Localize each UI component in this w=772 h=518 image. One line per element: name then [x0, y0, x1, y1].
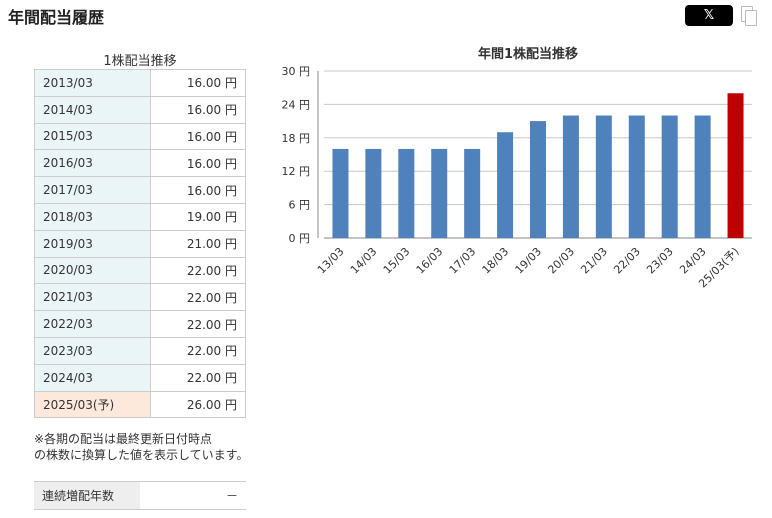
- y-tick-label: 0 円: [289, 232, 311, 245]
- dividend-table-caption: 1株配当推移: [103, 54, 177, 69]
- period-cell: 2018/03: [34, 202, 151, 231]
- y-tick-label: 6 円: [289, 199, 311, 212]
- period-cell: 2015/03: [34, 122, 151, 151]
- period-cell: 2014/03: [34, 95, 151, 124]
- x-tick-label: 20/03: [545, 245, 577, 277]
- x-tick-label: 22/03: [611, 245, 643, 277]
- dividend-cell: 16.00 円: [150, 149, 246, 178]
- y-tick-label: 24 円: [282, 98, 311, 111]
- bar: [464, 148, 481, 238]
- chart-title: 年間1株配当推移: [478, 46, 578, 62]
- x-tick-label: 24/03: [677, 245, 709, 277]
- table-row: 2017/03 16.00 円: [34, 176, 246, 204]
- bar: [398, 148, 415, 238]
- y-tick-label: 30 円: [282, 65, 311, 78]
- table-row: 2014/03 16.00 円: [34, 95, 246, 124]
- x-tick-label: 16/03: [414, 245, 446, 277]
- dividend-chart: 年間1株配当推移 0 円 6 円 12 円 18 円 24 円 30 円 13/03 14/03…: [260, 40, 760, 300]
- period-cell: 2022/03: [34, 310, 151, 338]
- period-cell: 2017/03: [34, 176, 151, 204]
- x-tick-label: 13/03: [315, 245, 347, 277]
- dividend-cell: 21.00 円: [150, 229, 246, 258]
- dividend-cell: 22.00 円: [150, 256, 246, 285]
- copy-icon-front: [745, 10, 757, 26]
- dividend-cell: 22.00 円: [150, 283, 246, 312]
- dividend-cell: 22.00 円: [150, 336, 246, 365]
- streak-label: 連続増配年数: [34, 481, 140, 510]
- table-row: 2021/03 22.00 円: [34, 283, 246, 312]
- bar: [530, 121, 546, 238]
- dividend-note: ※各期の配当は最終更新日付時点 の株数に換算した値を表示しています。: [34, 431, 274, 463]
- bar-forecast: [727, 93, 744, 238]
- period-cell: 2019/03: [34, 229, 151, 258]
- dividend-cell: 16.00 円: [150, 69, 246, 97]
- bar: [332, 148, 349, 238]
- page-title: 年間配当履歴: [8, 8, 105, 27]
- period-cell: 2016/03: [34, 149, 151, 178]
- x-tick-label: 15/03: [381, 245, 413, 277]
- streak-row: 連続増配年数 －: [34, 481, 246, 510]
- table-row: 2022/03 22.00 円: [34, 310, 246, 338]
- dividend-cell: 26.00 円: [150, 390, 246, 419]
- period-cell: 2013/03: [34, 69, 151, 97]
- bar: [661, 115, 678, 238]
- period-cell: 2020/03: [34, 256, 151, 285]
- table-row: 2016/03 16.00 円: [34, 149, 246, 178]
- table-row: 2018/03 19.00 円: [34, 202, 246, 231]
- dividend-note-line1: ※各期の配当は最終更新日付時点: [34, 432, 213, 446]
- x-tick-label: 17/03: [447, 245, 479, 277]
- y-tick-label: 12 円: [282, 165, 311, 178]
- dividend-chart-svg: 年間1株配当推移 0 円 6 円 12 円 18 円 24 円 30 円 13/03 14/03…: [282, 46, 752, 290]
- dividend-cell: 19.00 円: [150, 202, 246, 231]
- streak-table: 連続増配年数 －: [34, 481, 246, 510]
- table-row: 2020/03 22.00 円: [34, 256, 246, 285]
- bar: [365, 148, 382, 238]
- bar: [497, 132, 514, 238]
- dividend-cell: 16.00 円: [150, 176, 246, 204]
- dividend-cell: 16.00 円: [150, 95, 246, 124]
- table-row: 2019/03 21.00 円: [34, 229, 246, 258]
- bar: [628, 115, 645, 238]
- table-row: 2024/03 22.00 円: [34, 363, 246, 392]
- x-tick-label: 18/03: [480, 245, 512, 277]
- x-tick-label: 19/03: [513, 245, 545, 277]
- x-tick-label: 23/03: [644, 245, 676, 277]
- bar: [694, 115, 711, 238]
- x-tick-label: 14/03: [348, 245, 380, 277]
- table-row: 2025/03(予) 26.00 円: [34, 390, 246, 419]
- y-tick-label: 18 円: [282, 132, 311, 145]
- bar: [431, 148, 448, 238]
- bar: [562, 115, 579, 238]
- x-tick-label: 21/03: [578, 245, 610, 277]
- table-row: 2015/03 16.00 円: [34, 122, 246, 151]
- dividend-cell: 22.00 円: [150, 363, 246, 392]
- copy-icon[interactable]: [741, 6, 757, 26]
- period-cell: 2024/03: [34, 363, 151, 392]
- dividend-note-line2: の株数に換算した値を表示しています。: [34, 448, 249, 462]
- dividend-cell: 22.00 円: [150, 310, 246, 338]
- period-cell: 2025/03(予): [34, 390, 151, 419]
- period-cell: 2021/03: [34, 283, 151, 312]
- table-row: 2013/03 16.00 円: [34, 69, 246, 97]
- dividend-cell: 16.00 円: [150, 122, 246, 151]
- dividend-table: 2013/03 16.00 円 2014/03 16.00 円 2015/03 16.00…: [34, 69, 246, 419]
- share-x-button[interactable]: 𝕏: [685, 5, 733, 26]
- period-cell: 2023/03: [34, 336, 151, 365]
- streak-value: －: [140, 481, 246, 510]
- table-row: 2023/03 22.00 円: [34, 336, 246, 365]
- bar: [595, 115, 612, 238]
